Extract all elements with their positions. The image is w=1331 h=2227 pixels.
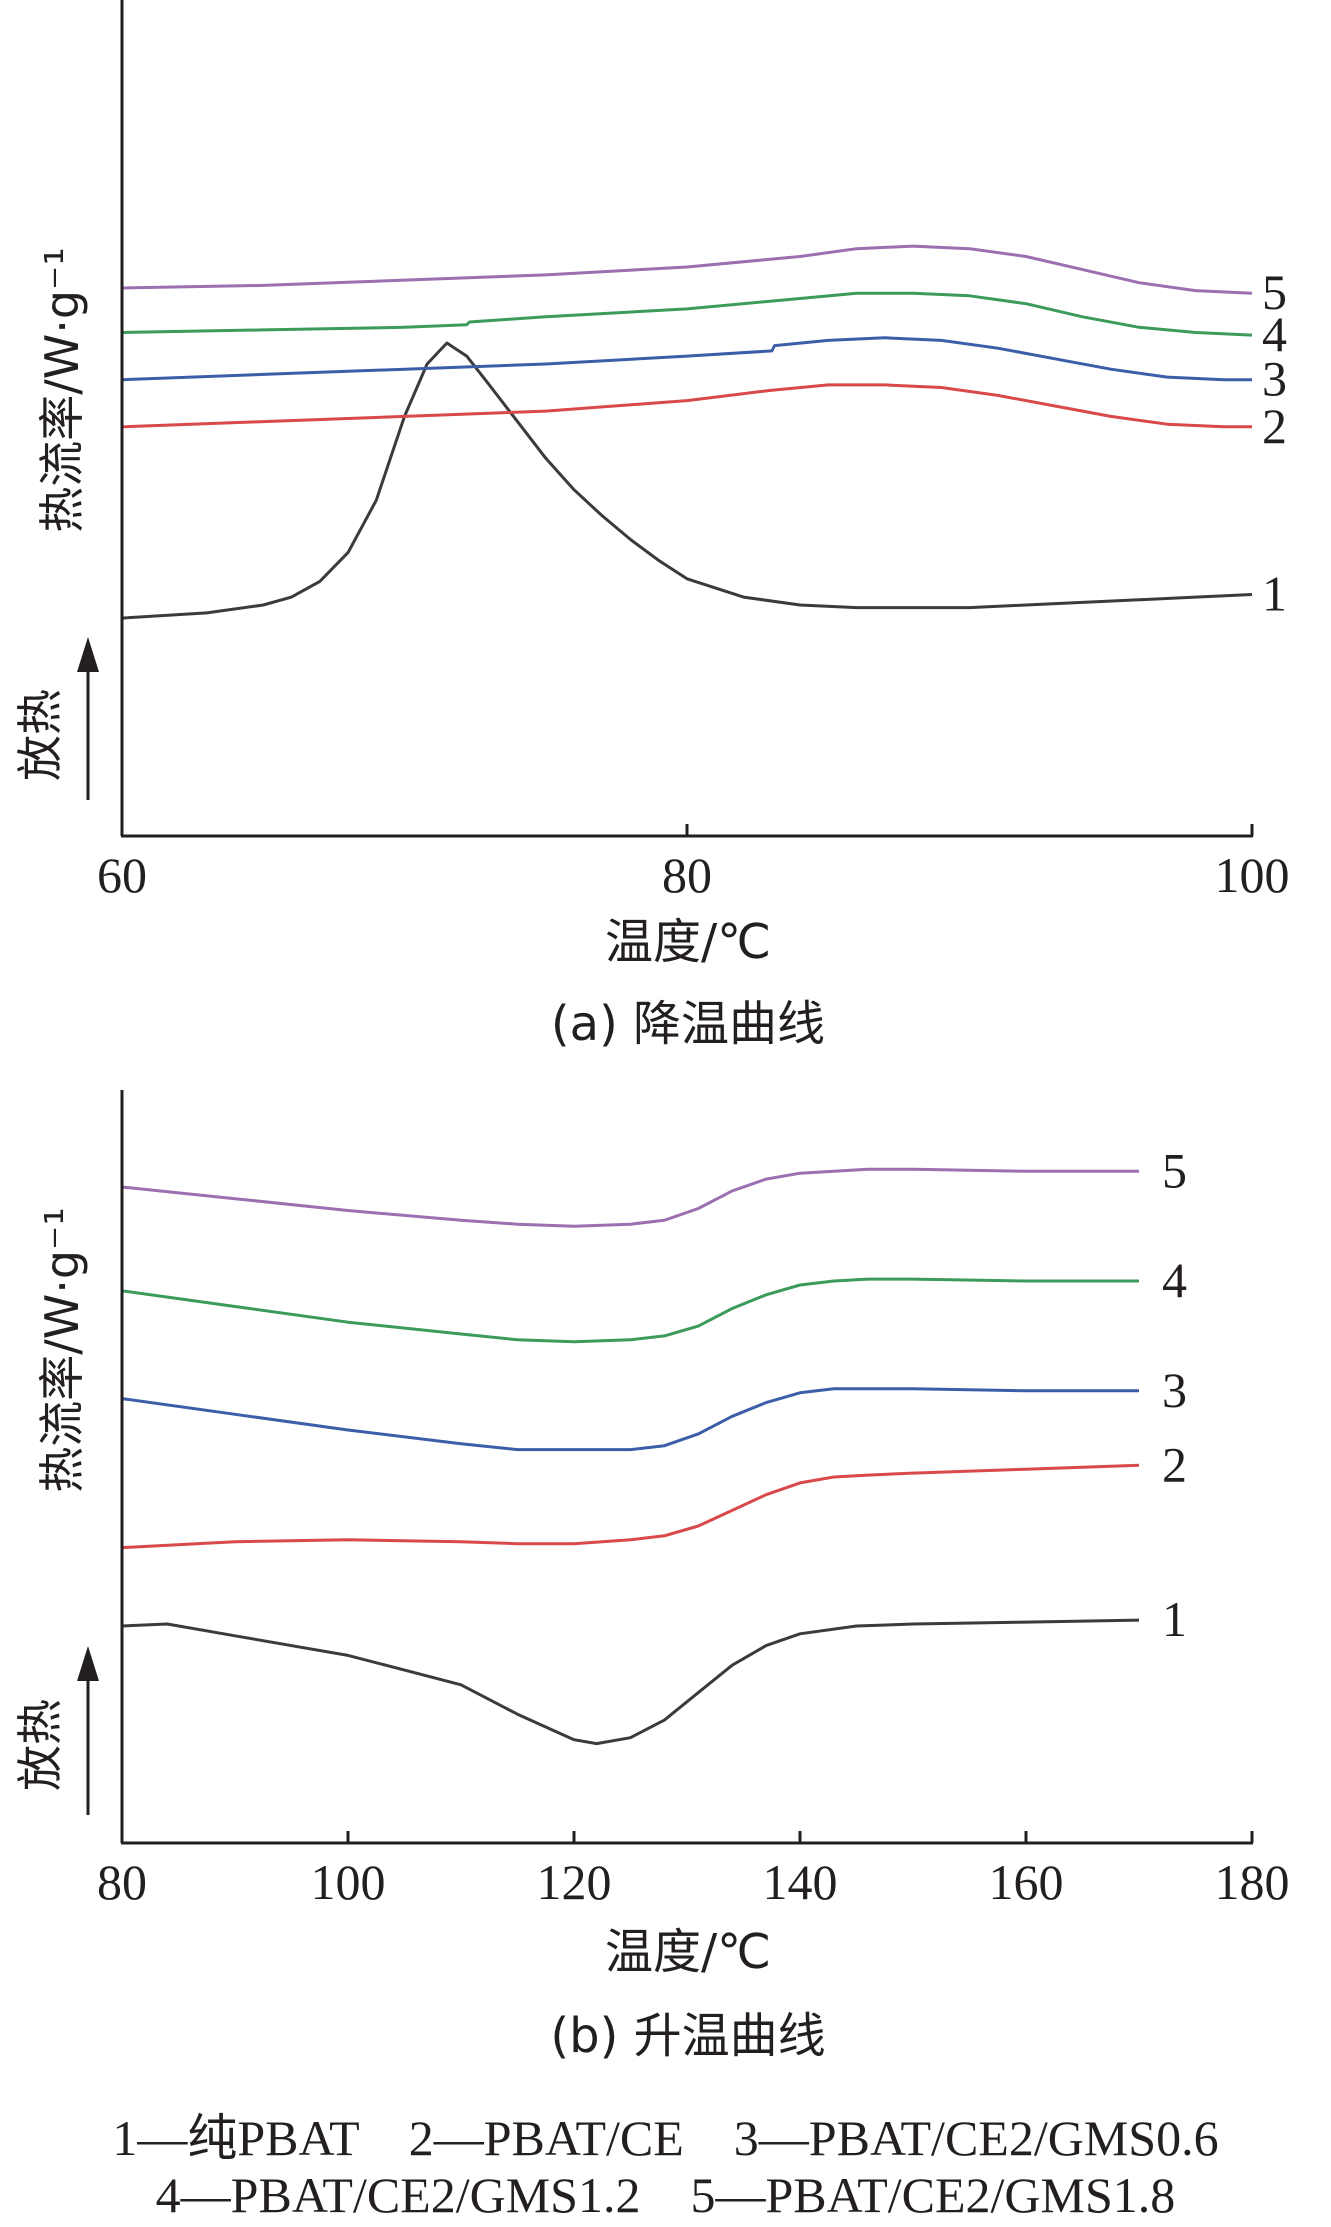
x-tick-label: 140 [763,1854,838,1910]
series-line-3 [121,336,1252,382]
series-line-2 [121,383,1252,429]
series-line-4 [121,291,1253,337]
panel-b-x-ticks: 80 100 120 140 160 180 [97,1831,1290,1910]
panel-a-y-axis-label: 热流率/W·g⁻¹ [35,247,89,533]
legend-line-2: 4—PBAT/CE2/GMS1.2 5—PBAT/CE2/GMS1.8 [155,2167,1176,2223]
series-label-1: 1 [1262,566,1287,622]
panel-a-x-ticks: 60 80 100 [97,824,1290,903]
panel-b-heating-curve: 1 2 3 4 5 80 100 120 140 160 180 热流率/W·g⁻¹ 放热 温度/… [13,1090,1290,2064]
x-tick-label: 80 [97,1854,147,1910]
series-line-5 [121,1167,1139,1228]
series-label-5: 5 [1262,264,1287,320]
series-label-3: 3 [1262,351,1287,407]
series-line-5 [121,244,1253,295]
x-tick-label: 160 [989,1854,1064,1910]
panel-a-title: (a) 降温曲线 [551,996,825,1052]
x-tick-label: 100 [1215,847,1290,903]
panel-b-x-axis-label: 温度/℃ [605,1924,771,1980]
series-line-1 [121,1618,1140,1746]
panel-b-exotherm-arrow [77,1646,99,1815]
x-tick-label: 100 [311,1854,386,1910]
series-label-2: 2 [1262,398,1287,454]
series-label-2: 2 [1162,1436,1187,1492]
legend-line-1: 1—纯PBAT 2—PBAT/CE 3—PBAT/CE2/GMS0.6 [112,2110,1219,2166]
series-line-3 [121,1387,1139,1452]
x-tick-label: 120 [537,1854,612,1910]
x-tick-label: 80 [662,847,712,903]
panel-b-series-labels: 1 2 3 4 5 [1162,1142,1187,1647]
panel-b-title: (b) 升温曲线 [550,2008,825,2064]
series-line-1 [121,341,1253,620]
panel-a-series-lines [121,244,1253,620]
x-tick-label: 180 [1215,1854,1290,1910]
series-label-3: 3 [1162,1362,1187,1418]
panel-b-exotherm-label: 放热 [13,1699,67,1791]
series-line-4 [121,1277,1139,1344]
series-label-1: 1 [1162,1591,1187,1647]
series-label-5: 5 [1162,1142,1187,1198]
series-label-4: 4 [1162,1252,1187,1308]
panel-a-exotherm-arrow [77,637,99,800]
panel-b-y-axis-label: 热流率/W·g⁻¹ [35,1207,89,1493]
panel-b-series-lines [121,1167,1140,1746]
series-line-2 [121,1463,1140,1550]
x-tick-label: 60 [97,847,147,903]
panel-a-x-axis-label: 温度/℃ [605,914,771,970]
series-label-4: 4 [1262,306,1287,362]
panel-a-exotherm-label: 放热 [13,689,67,781]
